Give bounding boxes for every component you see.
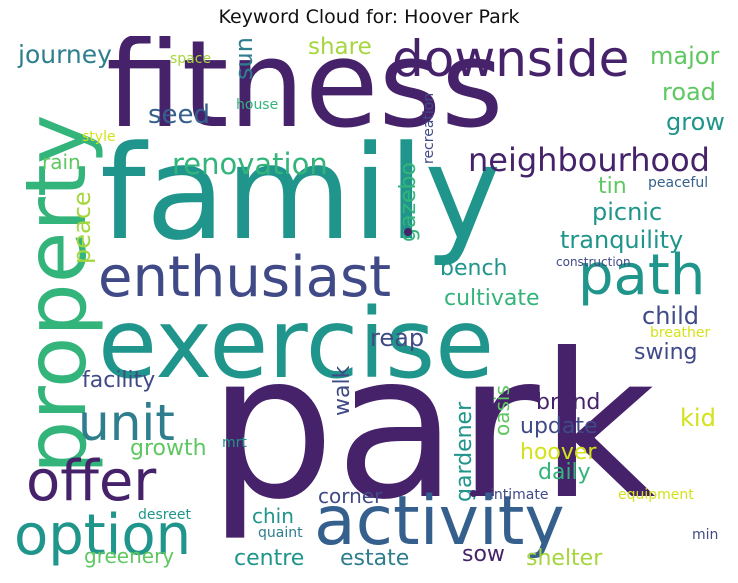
word-chin: chin xyxy=(252,504,294,528)
word-kid: kid xyxy=(680,404,716,432)
word-facility: facility xyxy=(82,368,156,393)
word-growth: growth xyxy=(130,436,207,461)
word-breather: breather xyxy=(650,325,711,341)
word-seed: seed xyxy=(148,100,211,130)
word-min: min xyxy=(692,527,719,543)
word-grow: grow xyxy=(666,108,725,136)
dot-1 xyxy=(404,228,412,236)
word-desreet: desreet xyxy=(138,507,191,523)
word-mrt: mrt xyxy=(222,435,247,451)
word-bench: bench xyxy=(440,256,508,281)
word-cloud: fitness family park exercise property en… xyxy=(12,36,726,578)
word-centre: centre xyxy=(234,546,305,571)
word-hoover: hoover xyxy=(520,440,597,465)
word-intimate: intimate xyxy=(490,487,549,503)
word-equipment: equipment xyxy=(618,487,694,503)
word-construction: construction xyxy=(556,255,631,269)
word-picnic: picnic xyxy=(592,198,663,226)
word-space: space xyxy=(170,51,212,67)
word-oasis: oasis xyxy=(490,385,514,436)
word-renovation: renovation xyxy=(172,147,328,181)
word-corner: corner xyxy=(318,484,383,508)
word-cultivate: cultivate xyxy=(444,286,540,311)
word-style: style xyxy=(82,129,116,145)
word-rain: rain xyxy=(42,150,81,174)
word-sow: sow xyxy=(462,542,505,567)
word-sun: sun xyxy=(230,37,258,80)
word-enthusiast: enthusiast xyxy=(98,245,392,310)
word-journey: journey xyxy=(18,40,112,69)
word-estate: estate xyxy=(340,546,410,571)
word-walk: walk xyxy=(330,365,355,416)
word-unit: unit xyxy=(78,394,175,452)
word-gardener: gardener xyxy=(452,401,477,502)
word-path: path xyxy=(578,243,706,308)
word-shelter: shelter xyxy=(526,546,603,571)
word-family: family xyxy=(100,117,502,269)
word-child: child xyxy=(642,302,699,330)
word-recreation: recreation xyxy=(421,92,437,164)
word-brand: brand xyxy=(536,390,601,415)
word-road: road xyxy=(662,78,716,106)
word-swing: swing xyxy=(634,340,698,365)
word-share: share xyxy=(308,36,372,60)
word-quaint: quaint xyxy=(258,525,303,541)
word-major: major xyxy=(650,42,720,70)
word-offer: offer xyxy=(26,449,157,514)
word-peaceful: peaceful xyxy=(648,175,709,191)
word-downside: downside xyxy=(392,36,630,88)
word-tin: tin xyxy=(598,174,627,199)
dot-2 xyxy=(470,490,477,497)
word-activity: activity xyxy=(314,482,565,561)
word-option: option xyxy=(14,503,192,568)
word-exercise: exercise xyxy=(98,288,495,400)
word-fitness: fitness xyxy=(106,36,504,155)
word-reap: reap xyxy=(370,324,425,352)
word-neighbourhood: neighbourhood xyxy=(468,141,710,179)
word-tranquility: tranquility xyxy=(560,226,684,254)
word-park: park xyxy=(208,311,656,544)
word-peace: peace xyxy=(68,191,96,264)
word-daily: daily xyxy=(538,460,591,485)
word-house: house xyxy=(236,97,279,113)
word-greenery: greenery xyxy=(84,544,175,568)
chart-title: Keyword Cloud for: Hoover Park xyxy=(218,6,520,28)
word-update: update xyxy=(520,414,598,439)
